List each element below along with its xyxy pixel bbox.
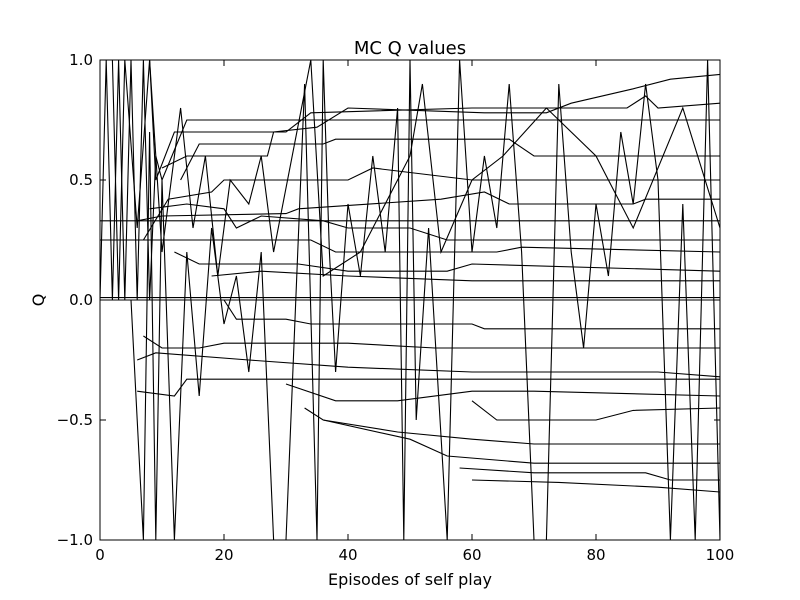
series-line-21	[323, 419, 720, 464]
y-axis: −1.0 −0.5 0.0 0.5 1.0	[57, 51, 720, 549]
series-line-25	[285, 60, 535, 540]
x-axis: 0 20 40 60 80 100	[95, 60, 734, 564]
series-line-9	[100, 239, 720, 253]
series-line-20	[304, 407, 720, 445]
x-tick-label: 0	[95, 546, 105, 564]
y-axis-label: Q	[29, 294, 48, 307]
series-line-17	[137, 378, 720, 397]
y-tick-label: 0.5	[69, 171, 93, 189]
series-line-27	[111, 60, 720, 301]
y-tick-label: 0.0	[69, 291, 93, 309]
series-line-19	[471, 400, 720, 421]
series-group	[100, 60, 720, 540]
series-line-26	[545, 60, 720, 540]
series-line-14	[223, 299, 720, 330]
series-line-8	[149, 203, 720, 241]
x-tick-label: 60	[462, 546, 481, 564]
series-line-16	[137, 352, 720, 378]
y-tick-label: −1.0	[57, 531, 93, 549]
series-line-18	[285, 383, 720, 402]
series-line-4	[180, 138, 720, 181]
series-line-2	[149, 60, 720, 181]
series-line-10	[174, 251, 720, 272]
series-line-22	[459, 467, 720, 481]
x-tick-label: 40	[338, 546, 357, 564]
x-tick-label: 20	[214, 546, 233, 564]
chart-title: MC Q values	[354, 38, 466, 59]
series-line-23	[471, 479, 720, 493]
series-line-3	[161, 73, 720, 169]
series-line-24	[130, 131, 275, 540]
x-tick-label: 80	[586, 546, 605, 564]
x-tick-label: 100	[706, 546, 735, 564]
series-line-15	[143, 335, 720, 349]
series-line-5	[142, 167, 720, 241]
y-tick-label: 1.0	[69, 51, 93, 69]
series-line-11	[211, 270, 720, 282]
x-axis-label: Episodes of self play	[328, 570, 492, 589]
y-tick-label: −0.5	[57, 411, 93, 429]
series-line-6	[137, 191, 720, 222]
